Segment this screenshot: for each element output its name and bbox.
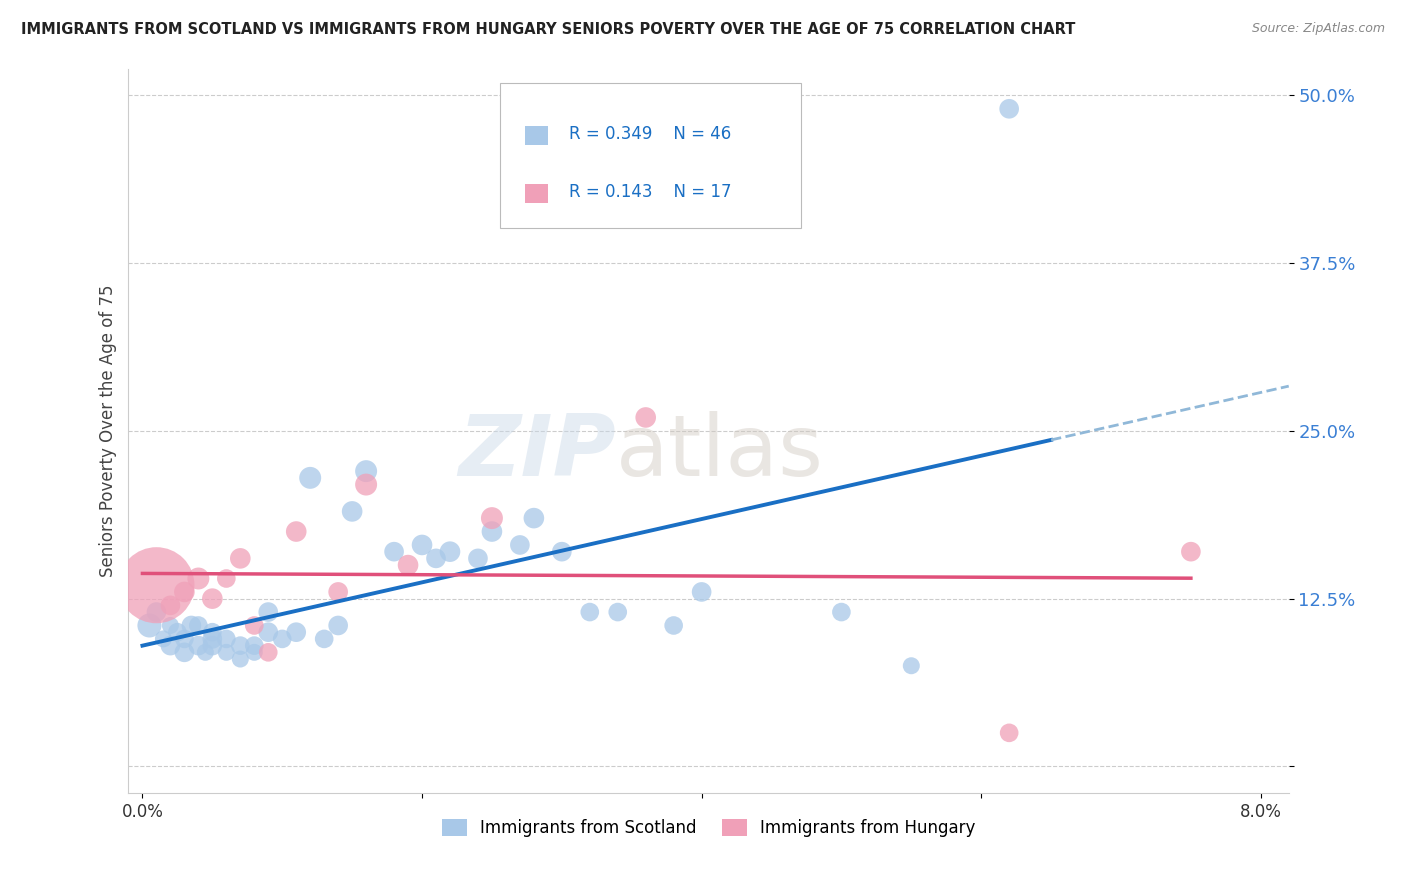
Point <box>173 645 195 659</box>
Text: ZIP: ZIP <box>458 411 616 494</box>
Point <box>425 551 447 566</box>
Point <box>229 639 252 653</box>
Point <box>551 544 574 558</box>
Y-axis label: Seniors Poverty Over the Age of 75: Seniors Poverty Over the Age of 75 <box>100 285 117 577</box>
Point <box>396 558 419 573</box>
Point <box>830 605 852 619</box>
Point <box>166 625 188 640</box>
Point <box>243 618 266 632</box>
Point <box>299 471 322 485</box>
Point <box>998 726 1021 740</box>
Text: R = 0.143    N = 17: R = 0.143 N = 17 <box>569 183 733 201</box>
Point <box>606 605 628 619</box>
Point <box>354 477 377 491</box>
Point <box>328 618 350 632</box>
Point <box>509 538 531 552</box>
Point <box>243 645 266 659</box>
Point <box>159 599 181 613</box>
Legend: Immigrants from Scotland, Immigrants from Hungary: Immigrants from Scotland, Immigrants fro… <box>436 813 981 844</box>
Point <box>194 645 217 659</box>
Point <box>481 524 503 539</box>
Text: atlas: atlas <box>616 411 824 494</box>
Text: Source: ZipAtlas.com: Source: ZipAtlas.com <box>1251 22 1385 36</box>
Point <box>690 585 713 599</box>
Point <box>340 504 363 518</box>
Point <box>578 605 600 619</box>
Point <box>411 538 433 552</box>
Point <box>215 632 238 646</box>
Point <box>271 632 294 646</box>
Point <box>523 511 546 525</box>
Point <box>173 632 195 646</box>
Point <box>215 572 238 586</box>
Point <box>145 578 167 592</box>
Point <box>145 605 167 619</box>
Point <box>229 551 252 566</box>
Point <box>215 645 238 659</box>
FancyBboxPatch shape <box>526 127 548 145</box>
Point <box>201 591 224 606</box>
Point <box>354 464 377 478</box>
Point <box>328 585 350 599</box>
Point <box>662 618 685 632</box>
Point <box>257 605 280 619</box>
Point <box>180 618 202 632</box>
Point <box>634 410 657 425</box>
Point <box>243 639 266 653</box>
Point <box>467 551 489 566</box>
Point <box>187 639 209 653</box>
Point <box>481 511 503 525</box>
Point <box>187 618 209 632</box>
Point <box>201 639 224 653</box>
Point <box>159 618 181 632</box>
Point <box>285 524 308 539</box>
Text: IMMIGRANTS FROM SCOTLAND VS IMMIGRANTS FROM HUNGARY SENIORS POVERTY OVER THE AGE: IMMIGRANTS FROM SCOTLAND VS IMMIGRANTS F… <box>21 22 1076 37</box>
Point <box>201 625 224 640</box>
Point <box>257 625 280 640</box>
Point <box>998 102 1021 116</box>
Point <box>257 645 280 659</box>
Point <box>152 632 174 646</box>
Point <box>159 639 181 653</box>
Point <box>314 632 336 646</box>
Point <box>900 658 922 673</box>
FancyBboxPatch shape <box>526 185 548 202</box>
Point <box>173 585 195 599</box>
Point <box>382 544 405 558</box>
FancyBboxPatch shape <box>499 83 801 228</box>
Point <box>229 652 252 666</box>
Point <box>285 625 308 640</box>
Point <box>138 618 160 632</box>
Text: R = 0.349    N = 46: R = 0.349 N = 46 <box>569 125 731 143</box>
Point <box>1180 544 1202 558</box>
Point <box>439 544 461 558</box>
Point <box>201 632 224 646</box>
Point <box>187 572 209 586</box>
